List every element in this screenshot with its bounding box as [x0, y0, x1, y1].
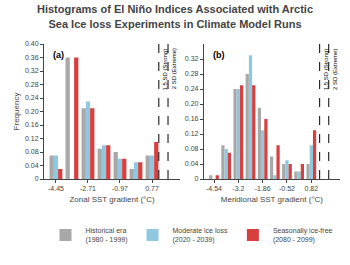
svg-text:(b): (b)	[213, 50, 225, 60]
svg-text:0.04: 0.04	[25, 162, 39, 169]
svg-text:0.16: 0.16	[25, 121, 39, 128]
svg-text:-0.52: -0.52	[279, 185, 295, 192]
svg-text:-4.54: -4.54	[206, 185, 222, 192]
svg-text:0.32: 0.32	[25, 67, 39, 74]
svg-text:0: 0	[35, 175, 39, 182]
svg-text:0.28: 0.28	[185, 70, 199, 77]
svg-text:0.16: 0.16	[185, 115, 199, 122]
svg-text:0.24: 0.24	[185, 85, 199, 92]
svg-text:1.5 SD (Strong): 1.5 SD (Strong)	[323, 49, 329, 91]
svg-text:0.12: 0.12	[25, 135, 39, 142]
svg-text:-3.2: -3.2	[232, 185, 244, 192]
svg-text:0.28: 0.28	[25, 81, 39, 88]
svg-text:0.24: 0.24	[25, 94, 39, 101]
svg-text:Frequency: Frequency	[12, 93, 21, 131]
svg-text:2 SD (Extreme): 2 SD (Extreme)	[171, 48, 177, 89]
svg-text:0.08: 0.08	[185, 145, 199, 152]
svg-text:Histograms of El Niño Indices: Histograms of El Niño Indices Associated…	[37, 3, 313, 29]
svg-text:0.12: 0.12	[185, 130, 199, 137]
svg-text:Seasonally ice-free(2080 - 209: Seasonally ice-free(2080 - 2099)	[273, 227, 333, 244]
svg-text:0.36: 0.36	[25, 54, 39, 61]
svg-text:-2.71: -2.71	[80, 185, 96, 192]
svg-text:0.08: 0.08	[25, 148, 39, 155]
svg-text:-1.86: -1.86	[255, 185, 271, 192]
svg-text:Historical era(1980 - 1999): Historical era(1980 - 1999)	[86, 227, 128, 244]
svg-text:1.5 SD (Strong): 1.5 SD (Strong)	[162, 49, 168, 91]
svg-text:Meridional SST gradient (°C): Meridional SST gradient (°C)	[221, 195, 324, 204]
svg-text:2 SD (Extreme): 2 SD (Extreme)	[332, 49, 338, 90]
svg-text:0.32: 0.32	[185, 55, 199, 62]
svg-text:Moderate ice loss(2020 - 2039): Moderate ice loss(2020 - 2039)	[173, 227, 228, 244]
svg-text:0.77: 0.77	[145, 185, 159, 192]
svg-text:0.20: 0.20	[25, 108, 39, 115]
svg-text:(a): (a)	[53, 50, 64, 60]
svg-text:-0.97: -0.97	[112, 185, 128, 192]
svg-text:0.20: 0.20	[185, 100, 199, 107]
svg-text:Zonal SST gradient (°C): Zonal SST gradient (°C)	[69, 195, 155, 204]
svg-text:0.04: 0.04	[185, 160, 199, 167]
svg-text:-4.45: -4.45	[48, 185, 64, 192]
svg-text:0: 0	[195, 175, 199, 182]
svg-text:0.82: 0.82	[305, 185, 319, 192]
svg-text:0.40: 0.40	[25, 40, 39, 47]
